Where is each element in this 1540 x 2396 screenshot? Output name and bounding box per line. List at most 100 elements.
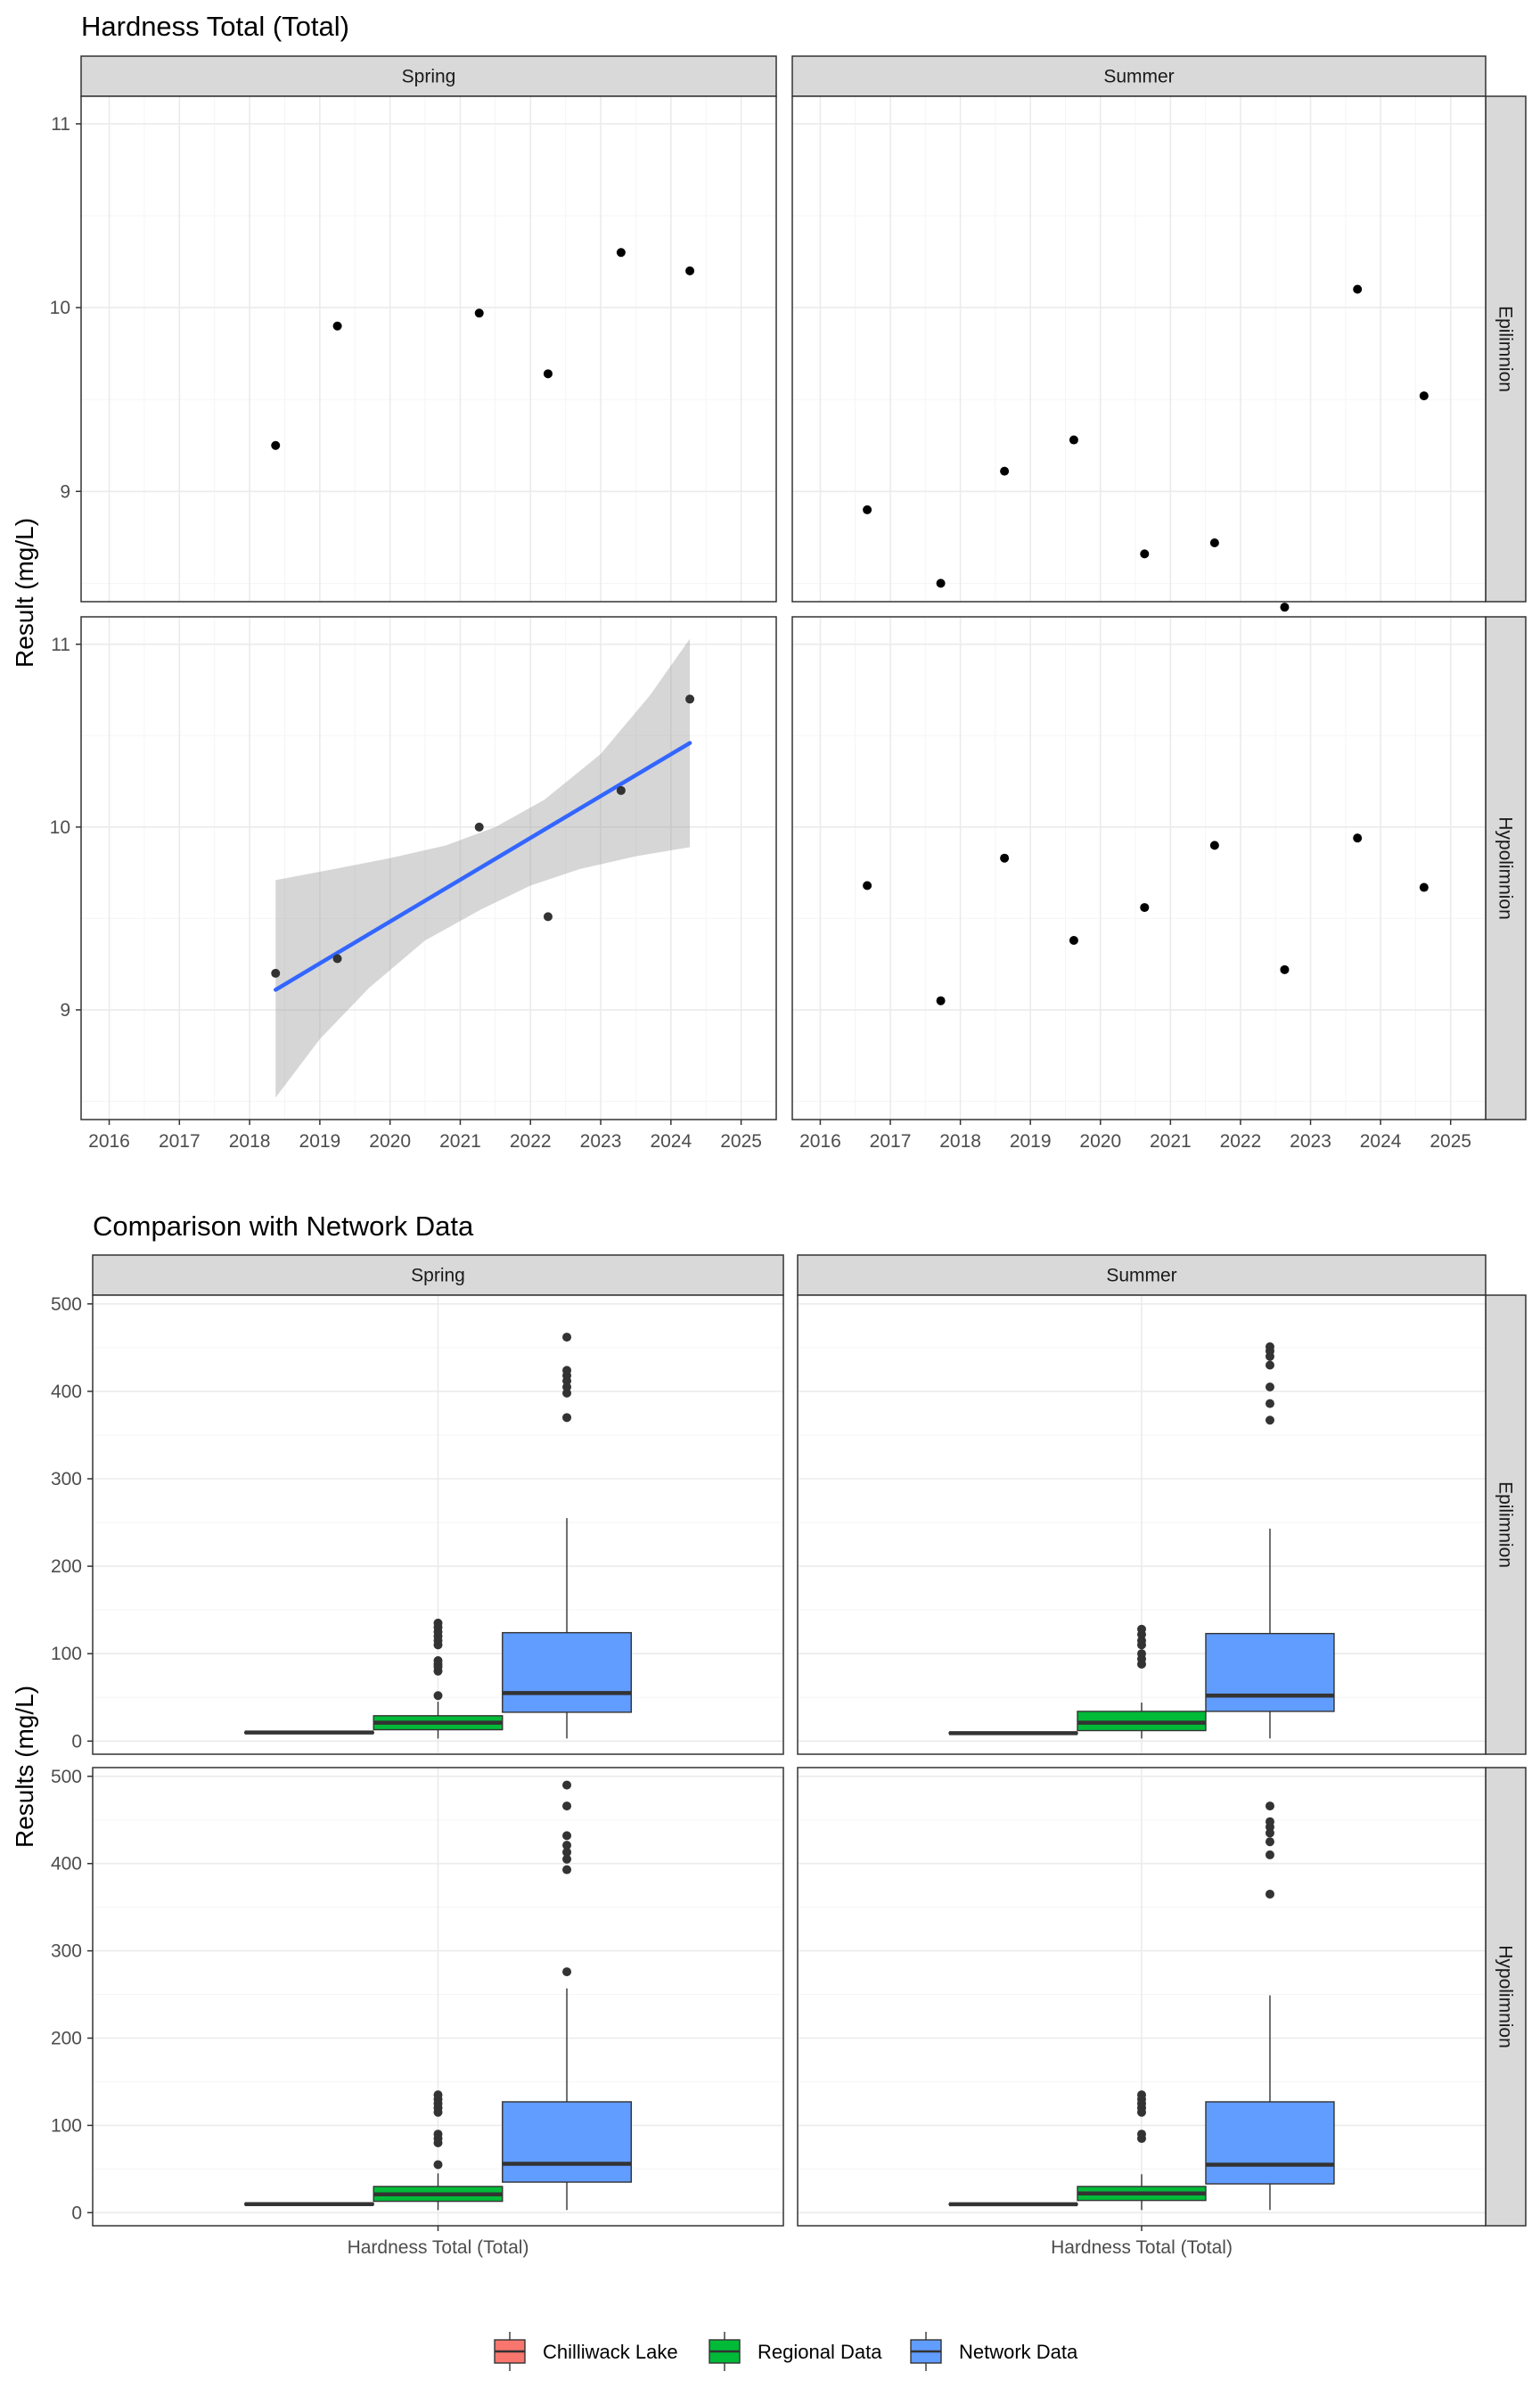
- chart1-panel-spring-hypolimnion: 9 10 11 2016 2017 2018 2019 2020 2021 2022 2023 202…: [50, 616, 777, 1152]
- outlier-point: [562, 1801, 572, 1811]
- outlier-point: [433, 1618, 443, 1628]
- legend-label: Chilliwack Lake: [543, 2341, 678, 2363]
- chart2-strip-hypolimnion-label: Hypolimnion: [1495, 1945, 1516, 2048]
- outlier-point: [562, 1847, 572, 1857]
- panel-border: [80, 616, 777, 1120]
- data-point: [936, 578, 946, 588]
- legend: Chilliwack Lake Regional Data Network Data: [494, 2332, 1078, 2371]
- data-point: [474, 308, 484, 318]
- outlier-point: [433, 2090, 443, 2100]
- panel-background: [792, 617, 1486, 1120]
- chart1-panel-summer-hypolimnion: 2016 2017 2018 2019 2020 2021 2022 2023 2024 2025: [791, 616, 1487, 1152]
- data-point: [1000, 466, 1010, 476]
- outlier-point: [562, 1366, 572, 1375]
- box-chilliwack-lake: [243, 1730, 374, 1735]
- y-tick-label: 300: [51, 1941, 82, 1962]
- trend-line: [273, 741, 692, 992]
- data-point: [616, 248, 626, 258]
- box-body: [502, 2101, 633, 2183]
- data-point: [1280, 964, 1290, 974]
- outlier-point: [433, 2160, 443, 2170]
- y-tick-label: 300: [51, 1469, 82, 1489]
- panel-background: [792, 96, 1486, 602]
- chart2-panel-summer-epilimnion: [797, 1294, 1487, 1755]
- outlier-point: [1265, 1850, 1274, 1859]
- chart2-panel-spring-hypolimnion: 0 100 200 300 400 500 Hardness Total (Total): [51, 1767, 784, 2258]
- chart2-layer: Spring Summer Epilimnion Hypolimnion 0 100 200…: [51, 1254, 1527, 2258]
- data-point: [1069, 936, 1078, 946]
- legend-label: Network Data: [959, 2341, 1078, 2363]
- outlier-point: [562, 1967, 572, 1977]
- outlier-point: [1265, 1415, 1274, 1425]
- box-body: [1205, 1632, 1335, 1712]
- outlier-point: [433, 1691, 443, 1701]
- data-point: [863, 881, 872, 890]
- x-tick-label: 2020: [1079, 1131, 1121, 1152]
- data-point: [271, 440, 281, 450]
- chart1-strip-summer-label: Summer: [1103, 67, 1174, 87]
- outlier-point: [433, 2129, 443, 2139]
- y-tick-label: 0: [71, 1731, 82, 1752]
- y-tick-label: 10: [50, 298, 70, 318]
- data-point: [936, 996, 946, 1005]
- chart2-strip-spring-label: Spring: [411, 1266, 465, 1286]
- outlier-point: [1265, 1360, 1274, 1370]
- chart1-y-axis-label: Result (mg/L): [11, 518, 38, 668]
- chart1-strip-hypolimnion-label: Hypolimnion: [1495, 816, 1516, 920]
- chart2-y-axis-label: Results (mg/L): [11, 1686, 38, 1848]
- chart2-title: Comparison with Network Data: [93, 1210, 474, 1242]
- box-regional-data: [373, 1618, 504, 1739]
- x-tick-label: 2017: [870, 1131, 912, 1152]
- data-point: [1353, 833, 1363, 843]
- outlier-point: [562, 1333, 572, 1342]
- legend-label: Regional Data: [758, 2341, 882, 2363]
- y-tick-label: 11: [51, 114, 70, 135]
- box-network-data: [502, 1333, 633, 1739]
- x-tick-label: 2025: [720, 1131, 762, 1152]
- chart2-strip-epilimnion-label: Epilimnion: [1495, 1481, 1516, 1568]
- panel-border: [92, 1294, 784, 1755]
- y-tick-label: 500: [51, 1767, 82, 1787]
- x-tick-label: 2023: [1290, 1131, 1331, 1152]
- x-tick-label: 2021: [1150, 1131, 1192, 1152]
- outlier-point: [562, 1865, 572, 1875]
- box-network-data: [502, 1780, 633, 2211]
- data-point: [332, 954, 342, 964]
- x-tick-label: 2019: [1010, 1131, 1052, 1152]
- chart1-strip-hypolimnion-bg: [1485, 616, 1527, 1120]
- data-point: [1000, 853, 1010, 863]
- panel-border: [80, 95, 777, 603]
- data-point: [616, 785, 626, 795]
- x-tick-label: 2020: [369, 1131, 411, 1152]
- box-regional-data: [1077, 1624, 1207, 1739]
- data-point: [543, 369, 553, 379]
- outlier-point: [562, 1831, 572, 1841]
- x-tick-label: 2022: [510, 1131, 552, 1152]
- data-point: [1353, 284, 1363, 294]
- outlier-point: [1265, 1889, 1274, 1899]
- outlier-point: [1265, 1342, 1274, 1351]
- data-point: [474, 822, 484, 832]
- x-tick-label: 2018: [229, 1131, 271, 1152]
- y-tick-label: 100: [51, 1644, 82, 1664]
- box-network-data: [1205, 1342, 1335, 1739]
- outlier-point: [1137, 2090, 1146, 2100]
- panel-background: [81, 96, 776, 602]
- x-tick-label: 2022: [1220, 1131, 1262, 1152]
- outlier-point: [562, 1388, 572, 1398]
- y-tick-label: 200: [51, 1556, 82, 1577]
- box-chilliwack-lake: [243, 2202, 374, 2207]
- chart1-strip-spring-bg: [80, 55, 777, 97]
- x-tick-label: 2016: [88, 1131, 130, 1152]
- y-tick-label: 100: [51, 2115, 82, 2136]
- x-tick-label: 2025: [1429, 1131, 1471, 1152]
- outlier-point: [562, 1383, 572, 1391]
- panel-border: [791, 616, 1487, 1120]
- chart1-title: Hardness Total (Total): [81, 11, 349, 42]
- chart2-strip-summer-label: Summer: [1106, 1266, 1176, 1286]
- data-point: [685, 266, 695, 275]
- box-chilliwack-lake: [948, 1731, 1078, 1735]
- y-tick-label: 10: [50, 817, 70, 838]
- y-tick-label: 9: [60, 481, 70, 502]
- panel-border: [791, 95, 1487, 603]
